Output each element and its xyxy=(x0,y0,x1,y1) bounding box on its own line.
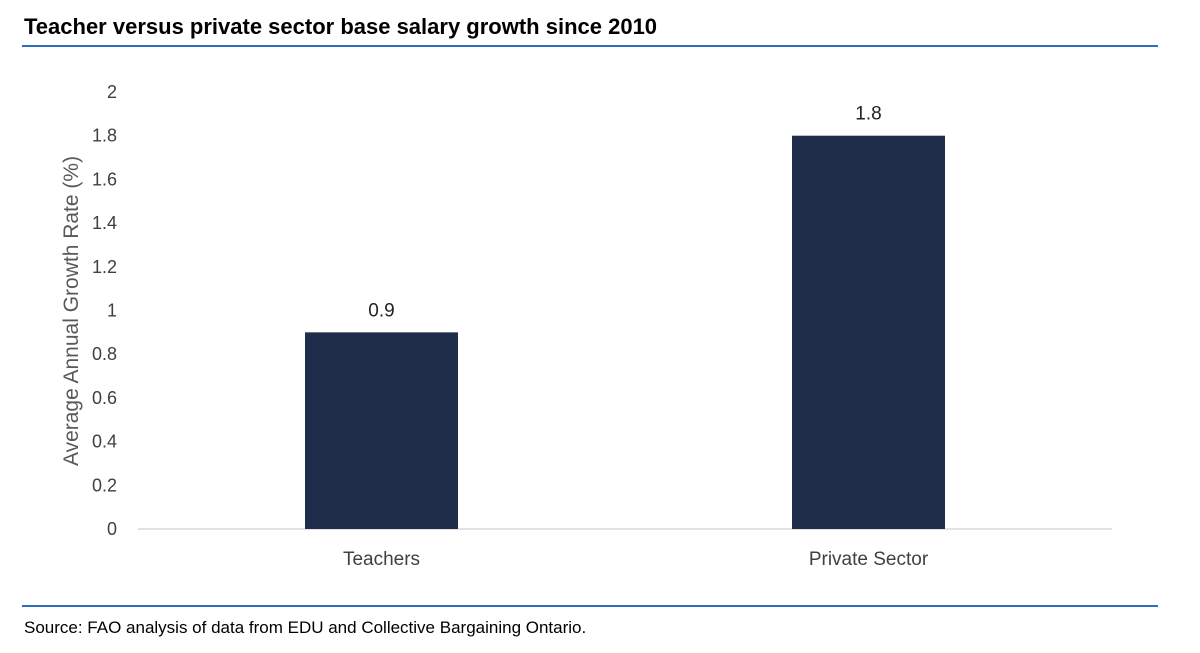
y-axis-ticks: 0 0.2 0.4 0.6 0.8 1 1.2 1.4 1.6 1.8 2 xyxy=(92,82,117,539)
bar xyxy=(792,135,945,529)
y-tick-label: 1.4 xyxy=(92,213,117,233)
data-label: 1.8 xyxy=(855,104,881,125)
y-tick-label: 0.6 xyxy=(92,388,117,408)
y-tick-label: 0.2 xyxy=(92,475,117,495)
source-rule xyxy=(22,605,1158,607)
y-tick-label: 1 xyxy=(107,301,117,321)
x-category-label: Teachers xyxy=(343,549,420,570)
title-rule xyxy=(22,45,1158,47)
y-tick-label: 0 xyxy=(107,519,117,539)
bars-group xyxy=(305,135,945,529)
y-axis-title: Average Annual Growth Rate (%) xyxy=(60,156,83,466)
y-tick-label: 1.2 xyxy=(92,257,117,277)
y-tick-label: 0.8 xyxy=(92,344,117,364)
data-label: 0.9 xyxy=(368,300,394,321)
category-labels-group: Teachers Private Sector xyxy=(343,549,929,570)
data-labels-group: 0.9 1.8 xyxy=(368,104,881,322)
y-tick-label: 2 xyxy=(107,82,117,102)
bar xyxy=(305,332,458,529)
y-tick-label: 1.8 xyxy=(92,126,117,146)
y-tick-label: 1.6 xyxy=(92,169,117,189)
source-note: Source: FAO analysis of data from EDU an… xyxy=(24,618,587,637)
chart-title: Teacher versus private sector base salar… xyxy=(24,14,658,39)
y-tick-label: 0.4 xyxy=(92,432,117,452)
x-category-label: Private Sector xyxy=(809,549,929,570)
